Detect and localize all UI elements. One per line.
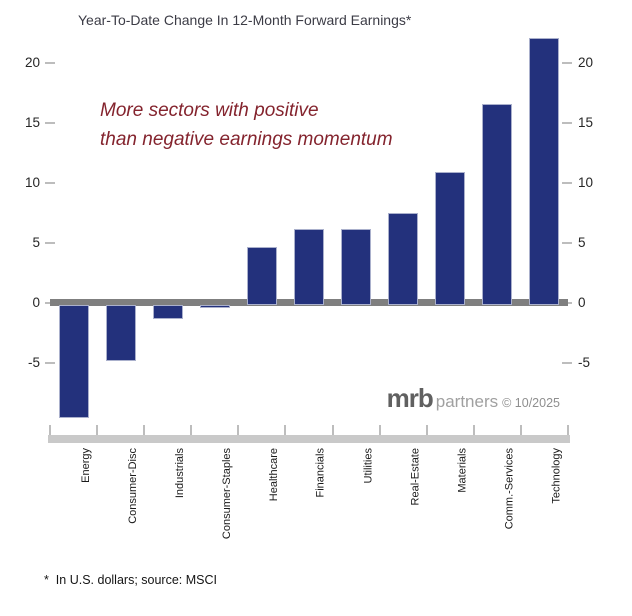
bar-healthcare xyxy=(246,246,277,305)
x-label-text-energy: Energy xyxy=(79,448,92,483)
y-tick-left-5 xyxy=(45,242,55,244)
x-label-text-consumer-disc: Consumer-Disc xyxy=(126,448,139,524)
brand-copyright: © 10/2025 xyxy=(502,396,560,410)
y-axis-label-right-10: 10 xyxy=(578,175,594,190)
y-axis-label-right-0: 0 xyxy=(578,295,586,310)
y-axis-label-left-0: 0 xyxy=(32,295,40,310)
x-tick-10 xyxy=(519,425,522,435)
x-label-text-materials: Materials xyxy=(456,448,469,493)
chart-annotation: More sectors with positive than negative… xyxy=(100,96,393,154)
x-label-text-comm-services: Comm.-Services xyxy=(503,448,516,530)
x-tick-2 xyxy=(143,425,146,435)
y-axis-label-left--5: -5 xyxy=(27,355,40,370)
y-tick-left--5 xyxy=(45,362,55,364)
x-tick-9 xyxy=(472,425,475,435)
y-tick-left-15 xyxy=(45,122,55,124)
annotation-line-1: More sectors with positive xyxy=(100,100,319,121)
x-tick-3 xyxy=(190,425,193,435)
bar-real-estate xyxy=(388,213,419,305)
x-tick-5 xyxy=(284,425,287,435)
brand-logo: mrb partners © 10/2025 xyxy=(387,383,560,414)
bar-utilities xyxy=(341,228,372,305)
x-label-text-real-estate: Real-Estate xyxy=(409,448,422,506)
chart-title: Year-To-Date Change In 12-Month Forward … xyxy=(78,12,412,28)
x-label-text-consumer-staples: Consumer-Staples xyxy=(220,448,233,540)
y-axis-label-right-15: 15 xyxy=(578,115,594,130)
y-tick-right-15 xyxy=(562,122,572,124)
y-tick-right--5 xyxy=(562,362,572,364)
x-tick-1 xyxy=(96,425,99,435)
bar-comm-services xyxy=(482,103,513,305)
y-tick-right-10 xyxy=(562,182,572,184)
x-label-text-technology: Technology xyxy=(550,448,563,504)
brand-suffix: partners xyxy=(435,392,499,411)
y-axis-label-left-20: 20 xyxy=(24,55,40,70)
x-tick-11 xyxy=(567,425,569,435)
x-tick-8 xyxy=(425,425,428,435)
x-axis-baseline xyxy=(48,435,570,443)
bar-materials xyxy=(435,172,466,305)
y-axis-label-right--5: -5 xyxy=(578,355,591,370)
y-axis-label-left-15: 15 xyxy=(24,115,40,130)
bar-technology xyxy=(529,37,560,305)
source-footnote: * In U.S. dollars; source: MSCI xyxy=(44,573,217,587)
brand-name: mrb xyxy=(386,383,434,413)
x-label-text-industrials: Industrials xyxy=(173,448,186,499)
y-tick-right-20 xyxy=(562,62,572,64)
bar-consumer-staples xyxy=(199,305,230,308)
y-tick-right-5 xyxy=(562,242,572,244)
y-axis-label-left-10: 10 xyxy=(24,175,40,190)
x-label-text-healthcare: Healthcare xyxy=(267,448,280,502)
x-tick-0 xyxy=(49,425,51,435)
y-tick-left-20 xyxy=(45,62,55,64)
annotation-line-2: than negative earnings momentum xyxy=(100,129,393,150)
y-tick-left-10 xyxy=(45,182,55,184)
x-tick-6 xyxy=(331,425,334,435)
x-label-text-utilities: Utilities xyxy=(362,448,375,484)
x-label-text-financials: Financials xyxy=(315,448,327,498)
bar-consumer-disc xyxy=(105,305,136,361)
y-axis-label-left-5: 5 xyxy=(32,235,40,250)
y-axis-label-right-20: 20 xyxy=(578,55,594,70)
y-axis-label-right-5: 5 xyxy=(578,235,586,250)
bar-energy xyxy=(58,305,89,419)
x-tick-4 xyxy=(237,425,240,435)
bar-industrials xyxy=(152,305,183,319)
x-tick-7 xyxy=(378,425,381,435)
bar-financials xyxy=(294,228,324,305)
